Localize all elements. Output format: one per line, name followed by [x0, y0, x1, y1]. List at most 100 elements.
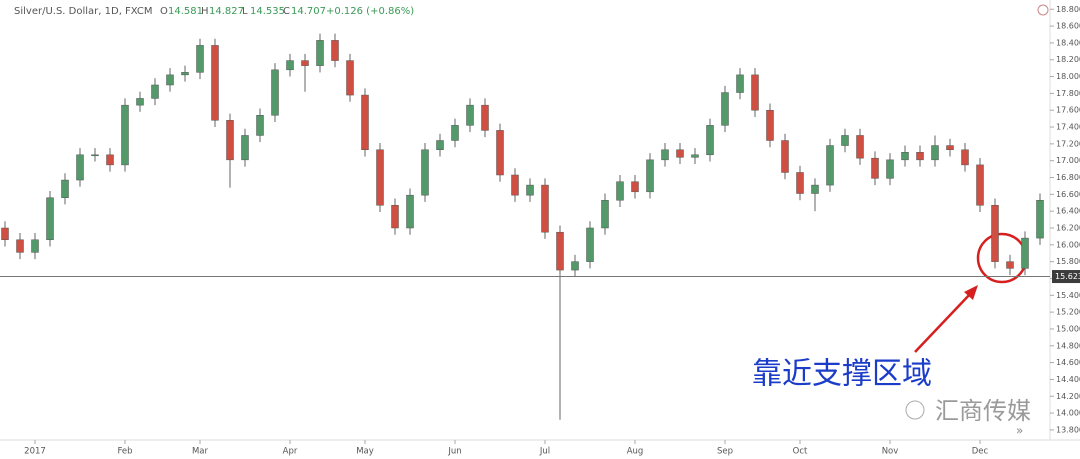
y-tick-label: 15.200	[1056, 308, 1080, 317]
arrow	[914, 291, 973, 353]
candle-body	[46, 197, 54, 241]
candle-body	[841, 135, 849, 146]
y-tick-label: 14.600	[1056, 358, 1080, 367]
candle-body	[751, 74, 759, 111]
symbol: Silver/U.S. Dollar, 1D, FXCM	[14, 6, 153, 17]
candle-body	[406, 194, 414, 229]
candle-body	[961, 149, 969, 166]
y-tick-label: 17.600	[1056, 106, 1080, 115]
candle-body	[631, 181, 639, 193]
ohlc-value: 14.581	[168, 6, 203, 17]
candle-body	[811, 184, 819, 194]
candle-body	[541, 184, 549, 233]
candle-body	[736, 74, 744, 93]
y-tick-label: 14.800	[1056, 341, 1080, 350]
x-tick-label: Dec	[972, 447, 989, 457]
candle-body	[226, 120, 234, 161]
candle-body	[241, 135, 249, 161]
y-tick-label: 16.600	[1056, 190, 1080, 199]
candle-body	[331, 40, 339, 61]
ohlc-letter: H	[201, 6, 209, 17]
change: +0.126 (+0.86%)	[326, 6, 414, 17]
watermark: 汇商传媒	[935, 397, 1031, 425]
ohlc-letter: O	[160, 6, 168, 17]
candle-body	[31, 239, 39, 253]
x-tick-label: Jul	[539, 447, 550, 457]
candle-body	[211, 45, 219, 121]
candle-body	[1, 227, 9, 241]
y-tick-label: 18.400	[1056, 38, 1080, 47]
y-tick-label: 18.200	[1056, 55, 1080, 64]
y-tick-label: 14.200	[1056, 392, 1080, 401]
candle-body	[706, 125, 714, 156]
candle-body	[106, 154, 114, 166]
candle-body	[196, 45, 204, 73]
x-tick-label: Aug	[627, 447, 644, 457]
ohlc-value: 14.707	[291, 6, 326, 17]
x-tick-label: Sep	[717, 447, 733, 457]
candle-body	[766, 109, 774, 141]
candle-body	[481, 104, 489, 131]
candle-body	[661, 149, 669, 161]
candle-body	[991, 205, 999, 262]
candle-body	[1021, 237, 1029, 269]
candle-body	[721, 92, 729, 126]
x-tick-label: May	[356, 447, 374, 457]
candle-body	[511, 174, 519, 196]
y-tick-label: 16.800	[1056, 173, 1080, 182]
x-tick-label: Feb	[117, 447, 132, 457]
y-tick-label: 18.800	[1056, 5, 1080, 14]
candle-body	[871, 157, 879, 179]
candle-body	[166, 74, 174, 86]
candle-body	[136, 98, 144, 106]
candle-body	[91, 154, 99, 157]
candle-body	[181, 72, 189, 76]
candle-body	[151, 84, 159, 99]
x-tick-label: Oct	[793, 447, 808, 457]
candle-body	[346, 60, 354, 96]
candle-body	[826, 145, 834, 186]
candle-body	[976, 164, 984, 206]
y-tick-label: 18.000	[1056, 72, 1080, 81]
candle-body	[61, 179, 69, 198]
candle-body	[451, 125, 459, 141]
candle-body	[1036, 199, 1044, 239]
candle-body	[301, 60, 309, 66]
scroll-button[interactable]: »	[1016, 424, 1023, 438]
candle-body	[286, 60, 294, 71]
candle-body	[376, 149, 384, 206]
candle-body	[271, 69, 279, 116]
candle-body	[526, 184, 534, 196]
candle-body	[76, 154, 84, 181]
x-tick-label: Apr	[283, 447, 298, 457]
y-tick-label: 15.400	[1056, 291, 1080, 300]
candle-body	[556, 231, 564, 271]
candle-body	[856, 135, 864, 159]
candle-body	[946, 145, 954, 151]
ohlc-value: 14.827	[209, 6, 244, 17]
annotation: 靠近支撑区域	[752, 357, 932, 392]
arrow-head	[964, 285, 978, 300]
y-tick-label: 17.800	[1056, 89, 1080, 98]
candle-body	[16, 239, 24, 253]
x-tick-label: Nov	[882, 447, 899, 457]
y-tick-label: 16.000	[1056, 240, 1080, 249]
candle-body	[436, 140, 444, 151]
alert-icon[interactable]	[1037, 4, 1049, 16]
ohlc-letter: C	[283, 6, 290, 17]
candle-body	[796, 172, 804, 194]
y-tick-label: 13.800	[1056, 425, 1080, 434]
candle-body	[571, 261, 579, 271]
y-tick-label: 16.400	[1056, 207, 1080, 216]
candle-body	[361, 94, 369, 151]
candle-body	[391, 205, 399, 229]
y-tick-label: 17.000	[1056, 156, 1080, 165]
x-tick-label: Jun	[447, 447, 461, 457]
candle-body	[421, 149, 429, 196]
candle-body	[916, 152, 924, 161]
price-label: 15.623	[1055, 272, 1080, 281]
candle-body	[646, 159, 654, 193]
